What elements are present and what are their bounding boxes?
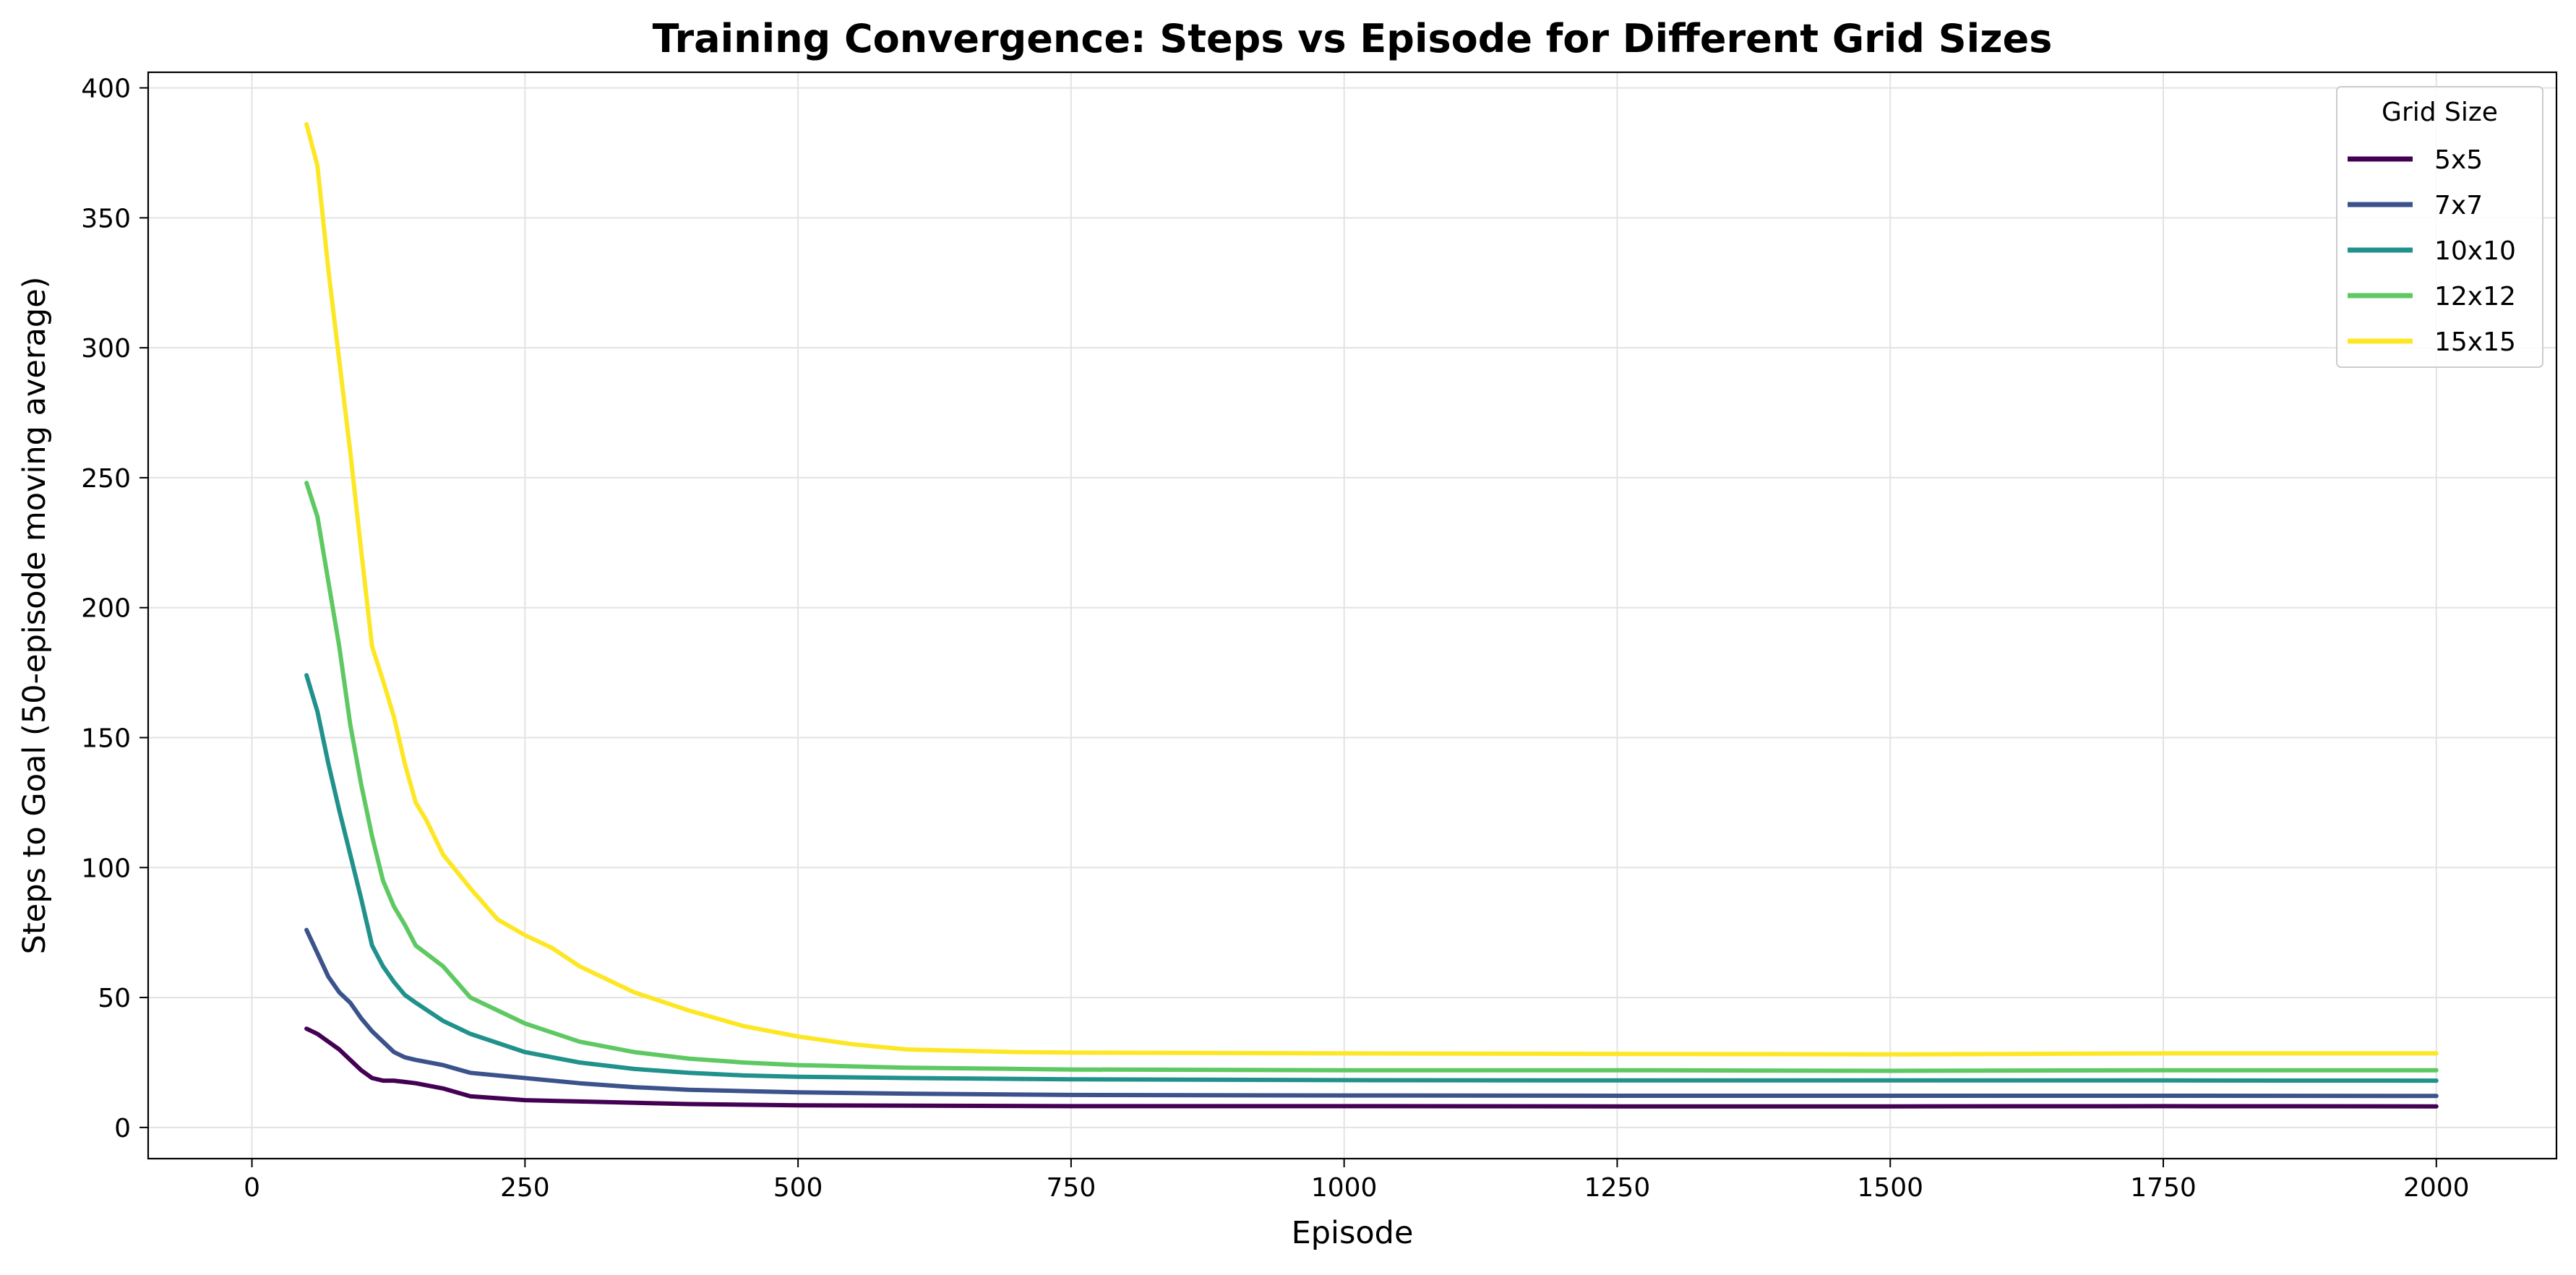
series-line-7x7 xyxy=(304,927,2439,1099)
y-tick-label: 150 xyxy=(81,724,131,753)
legend-label-15x15: 15x15 xyxy=(2434,327,2516,357)
legend-label-10x10: 10x10 xyxy=(2434,236,2516,266)
legend-label-5x5: 5x5 xyxy=(2434,145,2483,175)
x-tick-label: 500 xyxy=(773,1173,823,1203)
grid-layer xyxy=(148,72,2556,1159)
x-tick-label: 1250 xyxy=(1584,1173,1651,1203)
x-tick-label: 250 xyxy=(500,1173,550,1203)
y-tick-label: 350 xyxy=(81,204,131,233)
y-tick-label: 50 xyxy=(98,984,131,1013)
x-tick-label: 0 xyxy=(244,1173,260,1203)
tick-layer: 0 250 500 750 1000 1250 1500 1750 2000 0 50 100 150 2… xyxy=(81,74,2469,1203)
x-tick-label: 2000 xyxy=(2403,1173,2470,1203)
series-line-12x12 xyxy=(304,481,2439,1073)
series-layer xyxy=(304,121,2439,1109)
y-tick-label: 300 xyxy=(81,334,131,364)
y-tick-label: 100 xyxy=(81,854,131,883)
y-axis-label: Steps to Goal (50-episode moving average… xyxy=(17,277,53,955)
x-tick-label: 1000 xyxy=(1311,1173,1378,1203)
legend-title: Grid Size xyxy=(2382,98,2498,127)
plot-frame xyxy=(147,71,2558,1160)
x-tick-label: 1750 xyxy=(2130,1173,2197,1203)
x-tick-label: 1500 xyxy=(1857,1173,1923,1203)
y-tick-label: 400 xyxy=(81,74,131,104)
series-line-5x5 xyxy=(304,1026,2439,1109)
series-line-15x15 xyxy=(304,121,2439,1057)
series-line-10x10 xyxy=(304,673,2439,1083)
y-tick-label: 250 xyxy=(81,464,131,494)
y-tick-label: 0 xyxy=(114,1114,131,1143)
legend-label-12x12: 12x12 xyxy=(2434,282,2516,312)
legend-box xyxy=(2336,86,2543,368)
legend-entries: 5x5 7x7 10x10 12x12 15x15 xyxy=(2348,145,2516,357)
x-tick-label: 750 xyxy=(1047,1173,1096,1203)
chart-title: Training Convergence: Steps vs Episode f… xyxy=(653,16,2053,61)
y-tick-label: 200 xyxy=(81,594,131,624)
x-axis-label: Episode xyxy=(1292,1215,1414,1251)
legend-label-7x7: 7x7 xyxy=(2434,191,2483,220)
legend: Grid Size 5x5 7x7 10x10 12x12 15x15 xyxy=(2336,86,2543,368)
